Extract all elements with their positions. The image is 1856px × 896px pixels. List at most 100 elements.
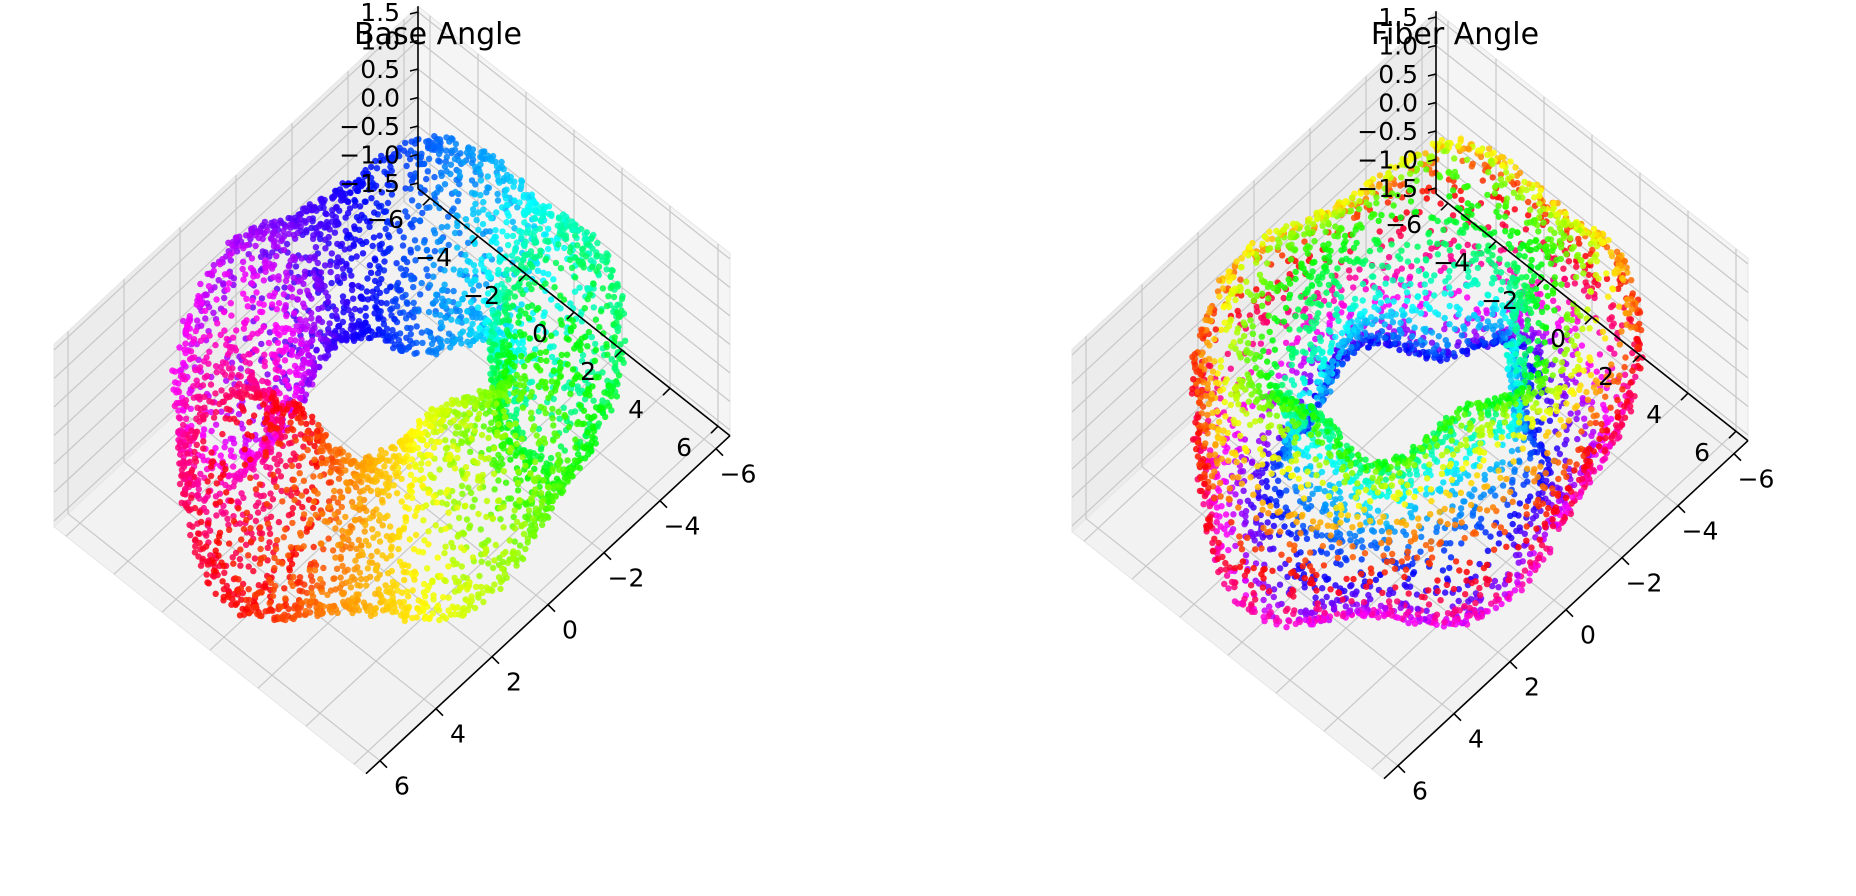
scatter-point	[437, 572, 444, 580]
scatter-point	[301, 435, 309, 442]
scatter-point	[469, 320, 476, 327]
scatter-point	[263, 411, 270, 418]
scatter-point	[408, 482, 415, 489]
scatter-point	[390, 582, 398, 590]
scatter-point	[359, 250, 367, 257]
scatter-point	[193, 301, 200, 308]
scatter-point	[1596, 351, 1604, 358]
scatter-point	[406, 463, 413, 470]
scatter-point	[542, 256, 549, 264]
scatter-point	[337, 574, 344, 581]
scatter-point	[522, 545, 529, 553]
scatter-point	[1616, 341, 1624, 348]
scatter-point	[550, 422, 557, 429]
scatter-point	[455, 300, 462, 308]
x-tick	[547, 604, 556, 613]
scatter-point	[252, 517, 260, 525]
scatter-point	[611, 339, 618, 346]
scatter-point	[193, 441, 200, 448]
scatter-point	[217, 474, 224, 481]
scatter-point	[1623, 321, 1630, 328]
scatter-point	[560, 404, 567, 411]
scatter-point	[376, 512, 383, 519]
scatter-point	[464, 239, 472, 246]
scatter-point	[200, 545, 207, 552]
scatter-point	[265, 339, 273, 347]
scatter-point	[314, 330, 322, 338]
scatter-point	[423, 204, 430, 211]
scatter-point	[416, 451, 424, 458]
scatter-point	[516, 199, 523, 206]
scatter-point	[1606, 345, 1613, 352]
scatter-point	[244, 431, 251, 438]
scatter-point	[219, 430, 226, 438]
scatter-point	[561, 244, 568, 252]
scatter-point	[304, 446, 311, 454]
scatter-point	[332, 554, 339, 561]
scatter-point	[176, 480, 184, 488]
scatter-point	[1573, 415, 1580, 423]
scatter-point	[520, 241, 527, 248]
scatter-point	[266, 576, 273, 583]
scatter-point	[531, 279, 539, 286]
scatter-point	[328, 250, 335, 257]
scatter-point	[260, 401, 267, 408]
scatter-point	[551, 284, 558, 291]
scatter-point	[1581, 464, 1588, 471]
scatter-point	[241, 461, 249, 468]
scatter-point	[474, 416, 481, 423]
scatter-point	[194, 404, 201, 411]
scatter-point	[558, 351, 565, 359]
scatter-point	[556, 373, 564, 381]
scatter-point	[408, 197, 416, 204]
scatter-point	[366, 559, 373, 566]
scatter-point	[197, 337, 204, 344]
scatter-point	[501, 570, 508, 578]
scatter-point	[309, 413, 316, 420]
scatter-point	[313, 433, 321, 441]
scatter-point	[476, 387, 483, 395]
scatter-point	[443, 153, 450, 161]
scatter-point	[441, 181, 449, 188]
scatter-point	[355, 536, 362, 544]
scatter-point	[486, 338, 493, 346]
gridline	[53, 97, 419, 436]
z-tick-label: 0.0	[360, 84, 400, 113]
scatter-point	[533, 362, 540, 369]
scatter-point	[266, 292, 273, 299]
scatter-point	[496, 382, 503, 389]
scatter-point	[497, 504, 504, 512]
scatter-point	[462, 475, 469, 482]
scatter-point	[506, 448, 514, 455]
scatter-point	[491, 557, 498, 564]
scatter-point	[348, 282, 356, 289]
scatter-point	[362, 537, 370, 545]
scatter-point	[424, 272, 432, 280]
scatter-point	[599, 285, 607, 292]
scatter-point	[608, 356, 615, 363]
scatter-point	[247, 525, 254, 532]
scatter-point	[515, 396, 523, 403]
scatter-point	[360, 599, 368, 606]
scatter-point	[246, 419, 253, 426]
scatter-point	[344, 528, 352, 535]
scatter-point	[448, 316, 455, 323]
scatter-point	[400, 255, 408, 263]
scatter-point	[382, 337, 389, 344]
scatter-point	[567, 325, 574, 332]
scatter-point	[321, 262, 329, 269]
scatter-point	[1621, 363, 1628, 371]
scatter-point	[432, 311, 439, 318]
scatter-point	[263, 500, 271, 508]
scatter-point	[450, 442, 457, 450]
scatter-point	[500, 524, 507, 531]
scatter-point	[212, 493, 220, 500]
scatter-point	[463, 149, 471, 156]
scatter-point	[201, 530, 209, 537]
scatter-point	[396, 330, 404, 337]
scatter-point	[503, 219, 510, 226]
scatter-point	[396, 527, 403, 534]
z-tick-label: −0.5	[339, 112, 400, 141]
scatter-point	[294, 353, 301, 360]
scatter-point	[491, 445, 498, 452]
